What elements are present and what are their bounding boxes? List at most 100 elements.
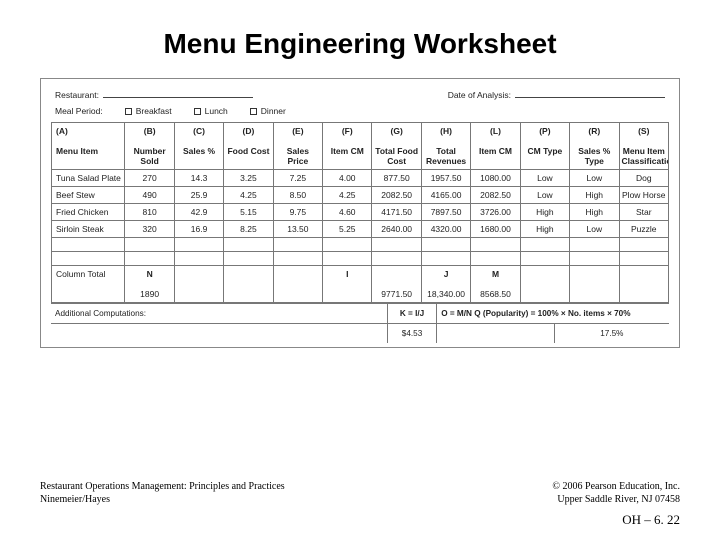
table-cell: 1957.50 xyxy=(421,170,470,187)
empty-row xyxy=(52,252,669,266)
table-cell: 7.25 xyxy=(273,170,322,187)
k-value: $4.53 xyxy=(388,324,437,343)
table-cell: 8.25 xyxy=(224,221,273,238)
table-cell: 9.75 xyxy=(273,204,322,221)
total-label: Column Total xyxy=(52,266,125,303)
table-cell: Low xyxy=(520,170,569,187)
table-row: Sirloin Steak32016.98.2513.505.252640.00… xyxy=(52,221,669,238)
table-cell: Puzzle xyxy=(619,221,669,238)
table-cell: 16.9 xyxy=(174,221,223,238)
table-cell: 4.60 xyxy=(323,204,372,221)
table-cell: Low xyxy=(570,170,619,187)
meal-option-breakfast: Breakfast xyxy=(125,106,172,116)
total-m: M8568.50 xyxy=(471,266,520,303)
table-cell: 2082.50 xyxy=(471,187,520,204)
table-cell: High xyxy=(520,221,569,238)
meal-option-label: Breakfast xyxy=(136,106,172,116)
table-cell: 877.50 xyxy=(372,170,421,187)
table-cell: Dog xyxy=(619,170,669,187)
col-code: (S)Menu Item Classification xyxy=(619,123,669,170)
table-cell: Star xyxy=(619,204,669,221)
column-total-row: Column Total N1890 I 9771.50 J18,340.00 … xyxy=(52,266,669,303)
meal-option-label: Lunch xyxy=(205,106,228,116)
col-code: (G)Total Food Cost xyxy=(372,123,421,170)
header-codes-row: (A)Menu Item (B)Number Sold (C)Sales % (… xyxy=(52,123,669,170)
table-cell: 8.50 xyxy=(273,187,322,204)
table-cell: 4320.00 xyxy=(421,221,470,238)
meal-option-lunch: Lunch xyxy=(194,106,228,116)
additional-computations-label: Additional Computations: xyxy=(51,304,388,323)
meal-period-row: Meal Period: Breakfast Lunch Dinner xyxy=(51,104,669,122)
table-cell: High xyxy=(570,204,619,221)
table-cell: 490 xyxy=(125,187,174,204)
col-code: (C)Sales % xyxy=(174,123,223,170)
table-cell: 4.00 xyxy=(323,170,372,187)
table-cell: Tuna Salad Plate xyxy=(52,170,125,187)
empty-row xyxy=(52,238,669,252)
table-cell: Low xyxy=(570,221,619,238)
table-cell: 42.9 xyxy=(174,204,223,221)
credits: Restaurant Operations Management: Princi… xyxy=(40,481,680,506)
q-value: 17.5% xyxy=(555,324,669,343)
table-cell: 810 xyxy=(125,204,174,221)
worksheet-container: Restaurant: Date of Analysis: Meal Perio… xyxy=(40,78,680,348)
checkbox-icon xyxy=(250,108,257,115)
total-j: J18,340.00 xyxy=(421,266,470,303)
table-cell: 4.25 xyxy=(323,187,372,204)
table-cell: 320 xyxy=(125,221,174,238)
table-cell: 7897.50 xyxy=(421,204,470,221)
table-cell: 25.9 xyxy=(174,187,223,204)
table-cell: Sirloin Steak xyxy=(52,221,125,238)
restaurant-label: Restaurant: xyxy=(55,90,99,100)
table-cell: 4171.50 xyxy=(372,204,421,221)
col-code: (H)Total Revenues xyxy=(421,123,470,170)
meal-period-label: Meal Period: xyxy=(55,106,103,116)
checkbox-icon xyxy=(194,108,201,115)
table-cell: 1080.00 xyxy=(471,170,520,187)
total-n: N1890 xyxy=(125,266,174,303)
table-cell: High xyxy=(570,187,619,204)
restaurant-blank xyxy=(103,89,253,98)
k-formula: K = I/J xyxy=(388,304,437,323)
page-title: Menu Engineering Worksheet xyxy=(0,0,720,78)
table-cell: 1680.00 xyxy=(471,221,520,238)
table-cell: 270 xyxy=(125,170,174,187)
location: Upper Saddle River, NJ 07458 xyxy=(552,494,680,507)
table-cell: Low xyxy=(520,187,569,204)
col-code: (L)Item CM xyxy=(471,123,520,170)
col-code: (D)Food Cost xyxy=(224,123,273,170)
table-cell: 3.25 xyxy=(224,170,273,187)
table-cell: 2082.50 xyxy=(372,187,421,204)
col-code: (A)Menu Item xyxy=(52,123,125,170)
table-row: Tuna Salad Plate27014.33.257.254.00877.5… xyxy=(52,170,669,187)
o-formula: O = M/N Q (Popularity) = 100% × No. item… xyxy=(437,304,669,323)
table-cell: 5.25 xyxy=(323,221,372,238)
slide-number: OH – 6. 22 xyxy=(622,512,680,528)
meal-option-label: Dinner xyxy=(261,106,286,116)
table-row: Fried Chicken81042.95.159.754.604171.507… xyxy=(52,204,669,221)
checkbox-icon xyxy=(125,108,132,115)
date-label: Date of Analysis: xyxy=(448,90,511,100)
table-cell: 4165.00 xyxy=(421,187,470,204)
table-cell: 14.3 xyxy=(174,170,223,187)
total-g: 9771.50 xyxy=(372,266,421,303)
table-cell: 3726.00 xyxy=(471,204,520,221)
col-code: (E)Sales Price xyxy=(273,123,322,170)
authors: Ninemeier/Hayes xyxy=(40,494,285,507)
book-title: Restaurant Operations Management: Princi… xyxy=(40,481,285,494)
table-cell: High xyxy=(520,204,569,221)
col-code: (B)Number Sold xyxy=(125,123,174,170)
table-cell: Fried Chicken xyxy=(52,204,125,221)
table-cell: 4.25 xyxy=(224,187,273,204)
copyright: © 2006 Pearson Education, Inc. xyxy=(552,481,680,494)
date-blank xyxy=(515,89,665,98)
footer-block: Additional Computations: K = I/J O = M/N… xyxy=(51,303,669,343)
col-code: (R)Sales % Type xyxy=(570,123,619,170)
table-cell: 5.15 xyxy=(224,204,273,221)
table-cell: 13.50 xyxy=(273,221,322,238)
table-cell: Beef Stew xyxy=(52,187,125,204)
form-row-1: Restaurant: Date of Analysis: xyxy=(51,87,669,104)
col-code: (F)Item CM xyxy=(323,123,372,170)
meal-option-dinner: Dinner xyxy=(250,106,286,116)
table-cell: Plow Horse xyxy=(619,187,669,204)
